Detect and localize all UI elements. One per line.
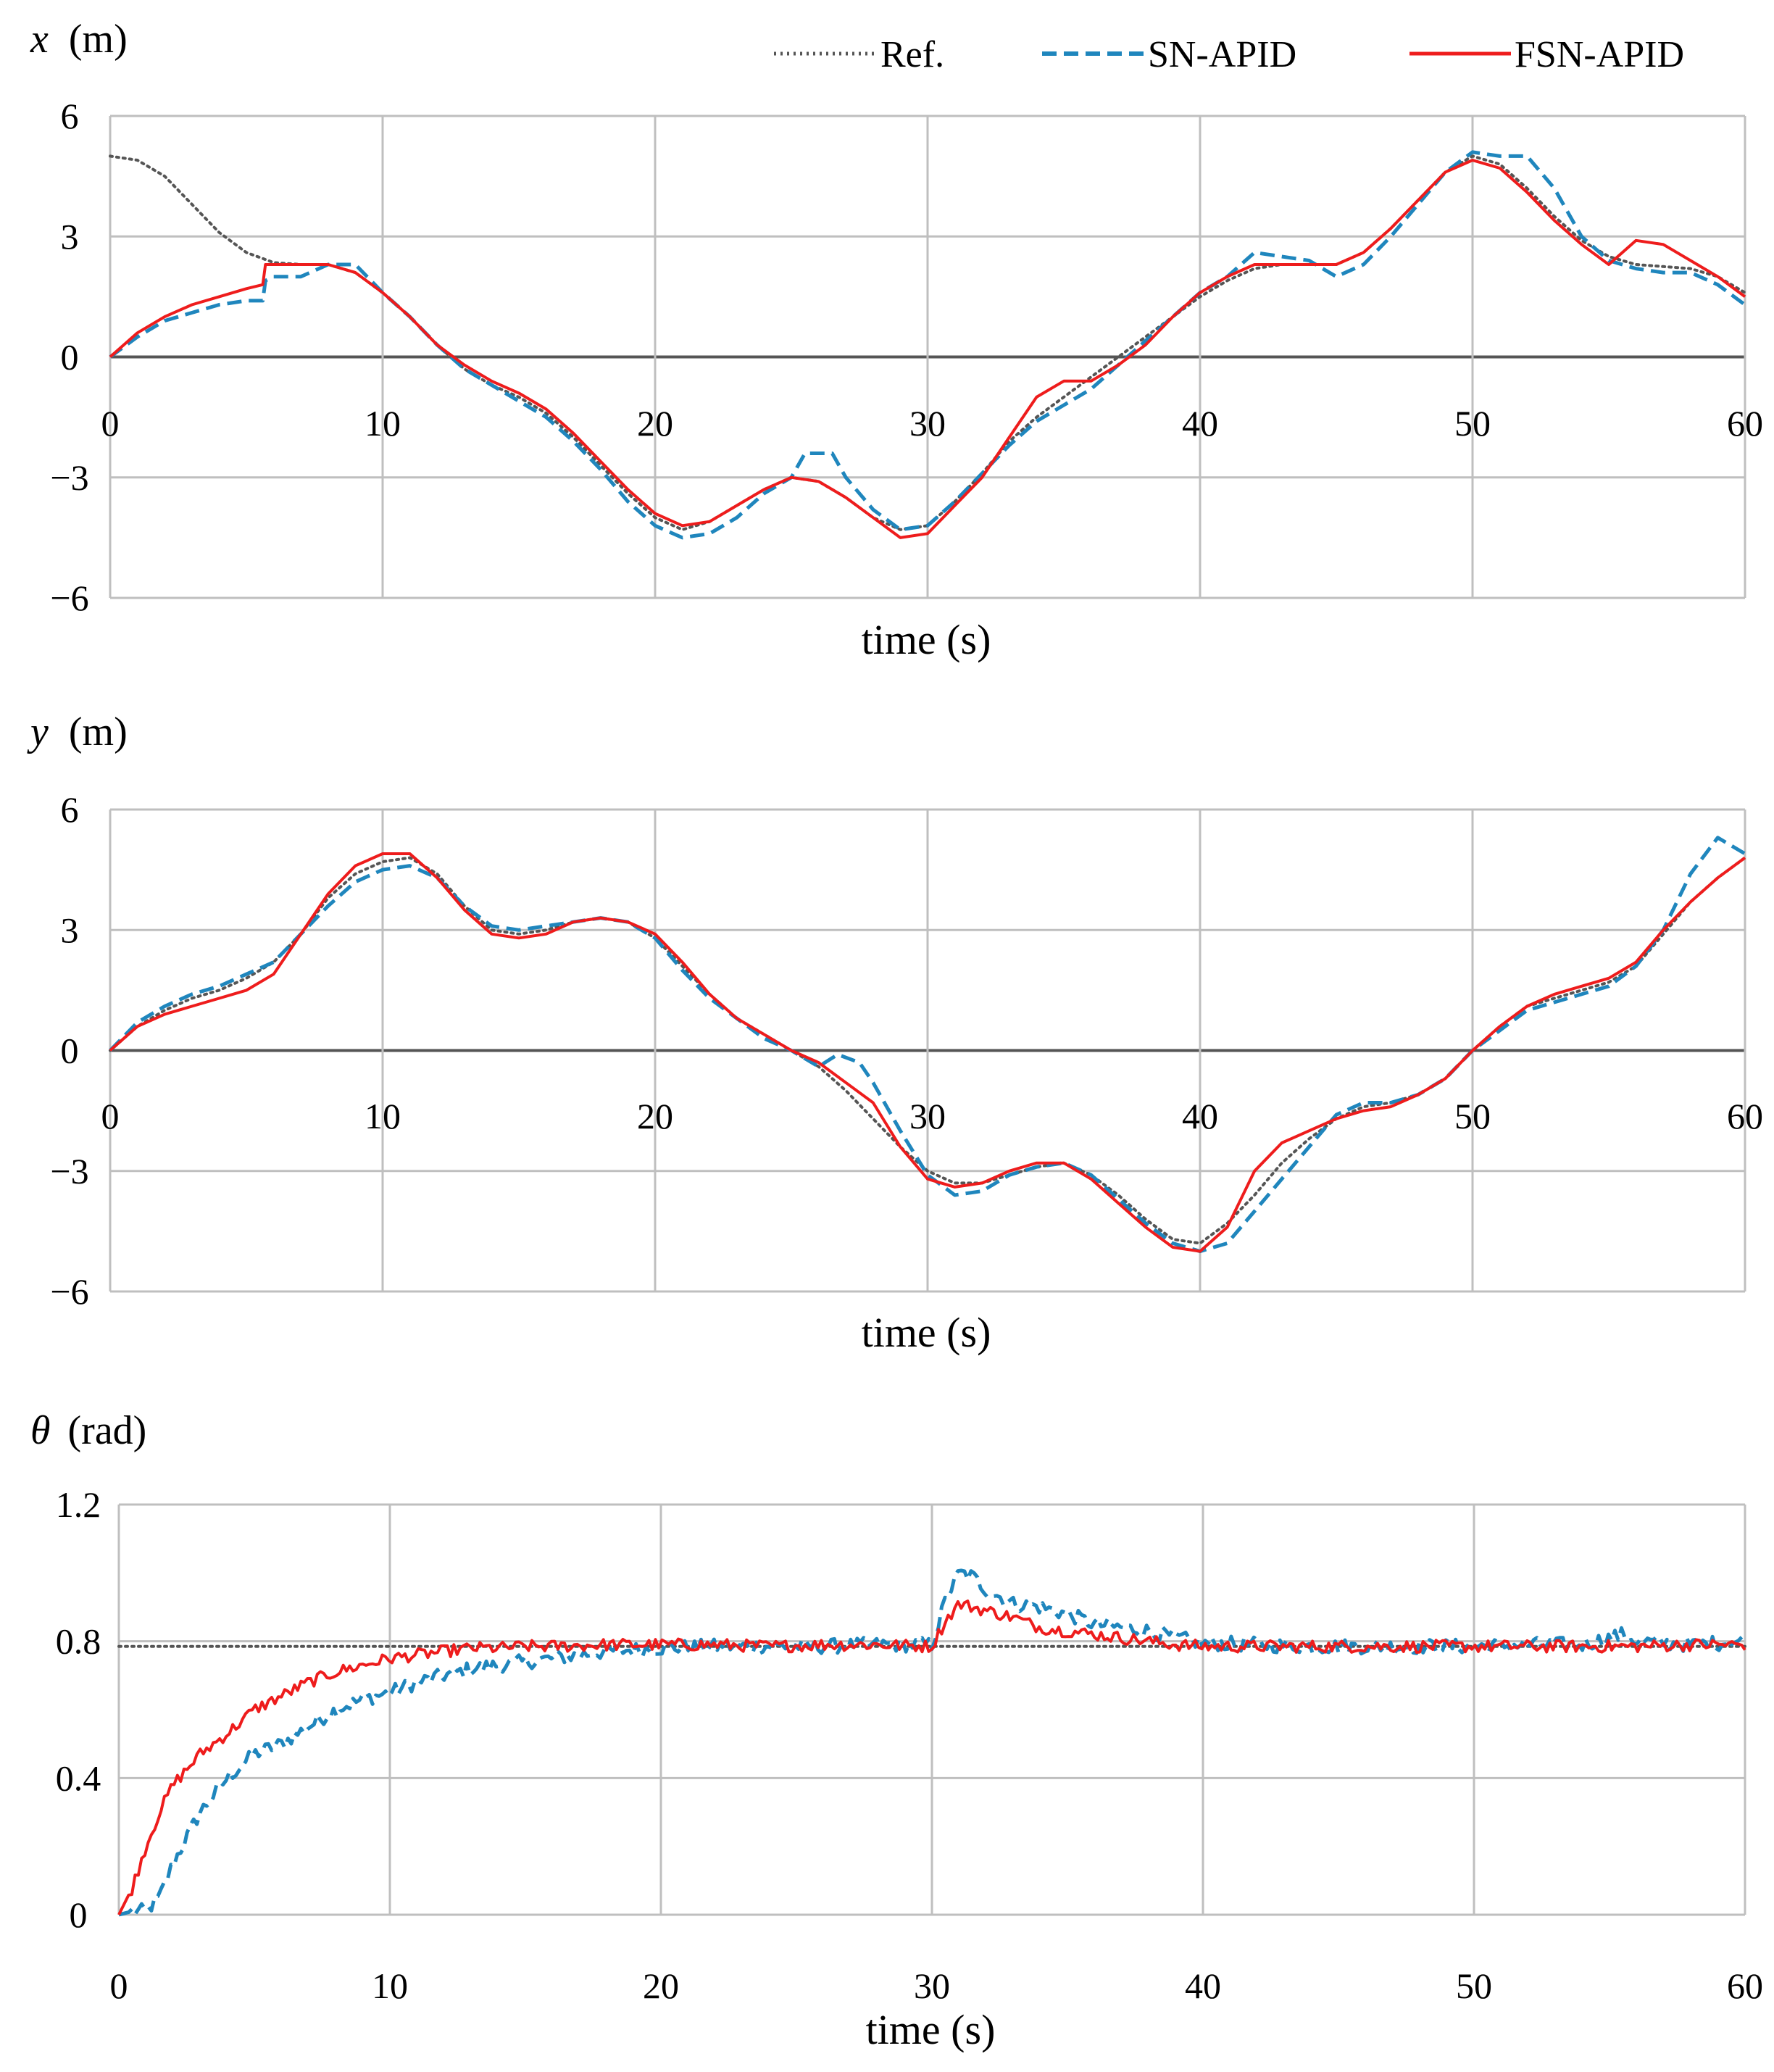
chart-theta-yticks: 1.2 0.8 0.4 0 [56,1484,101,1935]
chart-theta-grid [117,1503,1746,1916]
chart-y: y (m) 630−3−6 0 10 20 30 40 50 60 time (s) [27,710,1763,1356]
chart-x-yticks: 6 3 0 −3 −6 [50,96,88,618]
chart-y-yticks: 6 3 0 −3 −6 [50,789,88,1312]
chart-y-xtick-label: 20 [637,1096,673,1136]
legend-sn-label: SN-APID [1148,34,1296,75]
chart-x-xtick-label: 30 [909,403,946,444]
chart-theta-xtick-label: 0 [110,1965,128,2006]
chart-x-ylabel-var: x [30,17,49,62]
chart-theta-xtick-label: 10 [372,1965,408,2006]
chart-y-xtick-label: 0 [101,1096,120,1136]
chart-theta-xtick-label: 30 [914,1965,950,2006]
chart-x-ylabel: x (m) [30,17,128,62]
legend: Ref. SN-APID FSN-APID [774,34,1684,75]
chart-theta-xtick-label: 40 [1185,1965,1221,2006]
chart-x-ytick-label: 6 [61,96,79,136]
chart-y-ytick-label: −6 [50,1271,88,1312]
chart-x-ytick-label: −6 [50,578,88,618]
chart-theta-ytick-label: 0 [70,1894,88,1935]
chart-x-xtick-label: 60 [1727,403,1763,444]
chart-y-ytick-label: 3 [61,910,79,950]
chart-y-ylabel: y (m) [27,710,128,754]
chart-x-xticks: 0 10 20 30 40 50 60 [101,403,1764,444]
chart-theta-ylabel-unit: (rad) [68,1408,147,1453]
chart-x-xtick-label: 40 [1182,403,1218,444]
chart-x-ylabel-unit: (m) [69,17,128,62]
chart-theta-xticks: 0 10 20 30 40 50 60 [110,1965,1764,2006]
chart-theta-xtick-label: 60 [1727,1965,1763,2006]
chart-y-series-fsn [109,852,1746,1253]
chart-y-grid [109,808,1746,1293]
chart-y-xticks: 0 10 20 30 40 50 60 [101,1096,1764,1136]
legend-fsn-label: FSN-APID [1515,34,1684,75]
chart-x-xtick-label: 0 [101,403,120,444]
chart-theta-xtick-label: 20 [643,1965,679,2006]
chart-y-ytick-label: 6 [61,789,79,830]
chart-x-ytick-label: −3 [50,457,88,498]
chart-y-xtick-label: 60 [1727,1096,1763,1136]
chart-y-ylabel-var: y [27,710,49,754]
chart-x-series-sn [109,150,1746,540]
chart-x-series-fsn [109,159,1746,539]
chart-theta-ylabel: θ (rad) [30,1408,146,1453]
chart-theta-ytick-label: 1.2 [56,1484,101,1525]
chart-theta-ylabel-var: θ [30,1408,51,1453]
chart-theta-ytick-label: 0.4 [56,1757,101,1798]
chart-theta-ytick-label: 0.8 [56,1621,101,1662]
chart-y-ytick-label: −3 [50,1151,88,1191]
chart-theta-xtick-label: 50 [1456,1965,1492,2006]
chart-theta-xlabel: time (s) [866,2006,996,2053]
chart-x-grid [109,115,1746,599]
chart-y-xtick-label: 10 [365,1096,401,1136]
chart-y-ytick-label: 0 [61,1031,79,1071]
chart-x-series [109,150,1746,540]
chart-x-xtick-label: 10 [365,403,401,444]
chart-x-ytick-label: 0 [61,337,79,378]
chart-y-series [109,836,1746,1254]
chart-x-xtick-label: 50 [1454,403,1491,444]
chart-y-xtick-label: 40 [1182,1096,1218,1136]
chart-theta: θ (rad) 1.2 0.8 0.4 0 0 10 20 30 40 50 60 time (s… [30,1408,1763,2053]
chart-y-xtick-label: 50 [1454,1096,1491,1136]
legend-ref-label: Ref. [880,34,944,75]
chart-x: x (m) 630−3−6 0 10 20 30 40 50 60 time (s) [30,17,1763,663]
chart-y-xlabel: time (s) [862,1309,991,1356]
chart-x-xlabel: time (s) [862,616,991,663]
chart-y-ylabel-unit: (m) [69,710,128,754]
chart-theta-series [117,1568,1746,1917]
chart-x-ytick-label: 3 [61,216,79,257]
chart-theta-series-fsn [117,1599,1746,1915]
chart-y-xtick-label: 30 [909,1096,946,1136]
chart-x-xtick-label: 20 [637,403,673,444]
